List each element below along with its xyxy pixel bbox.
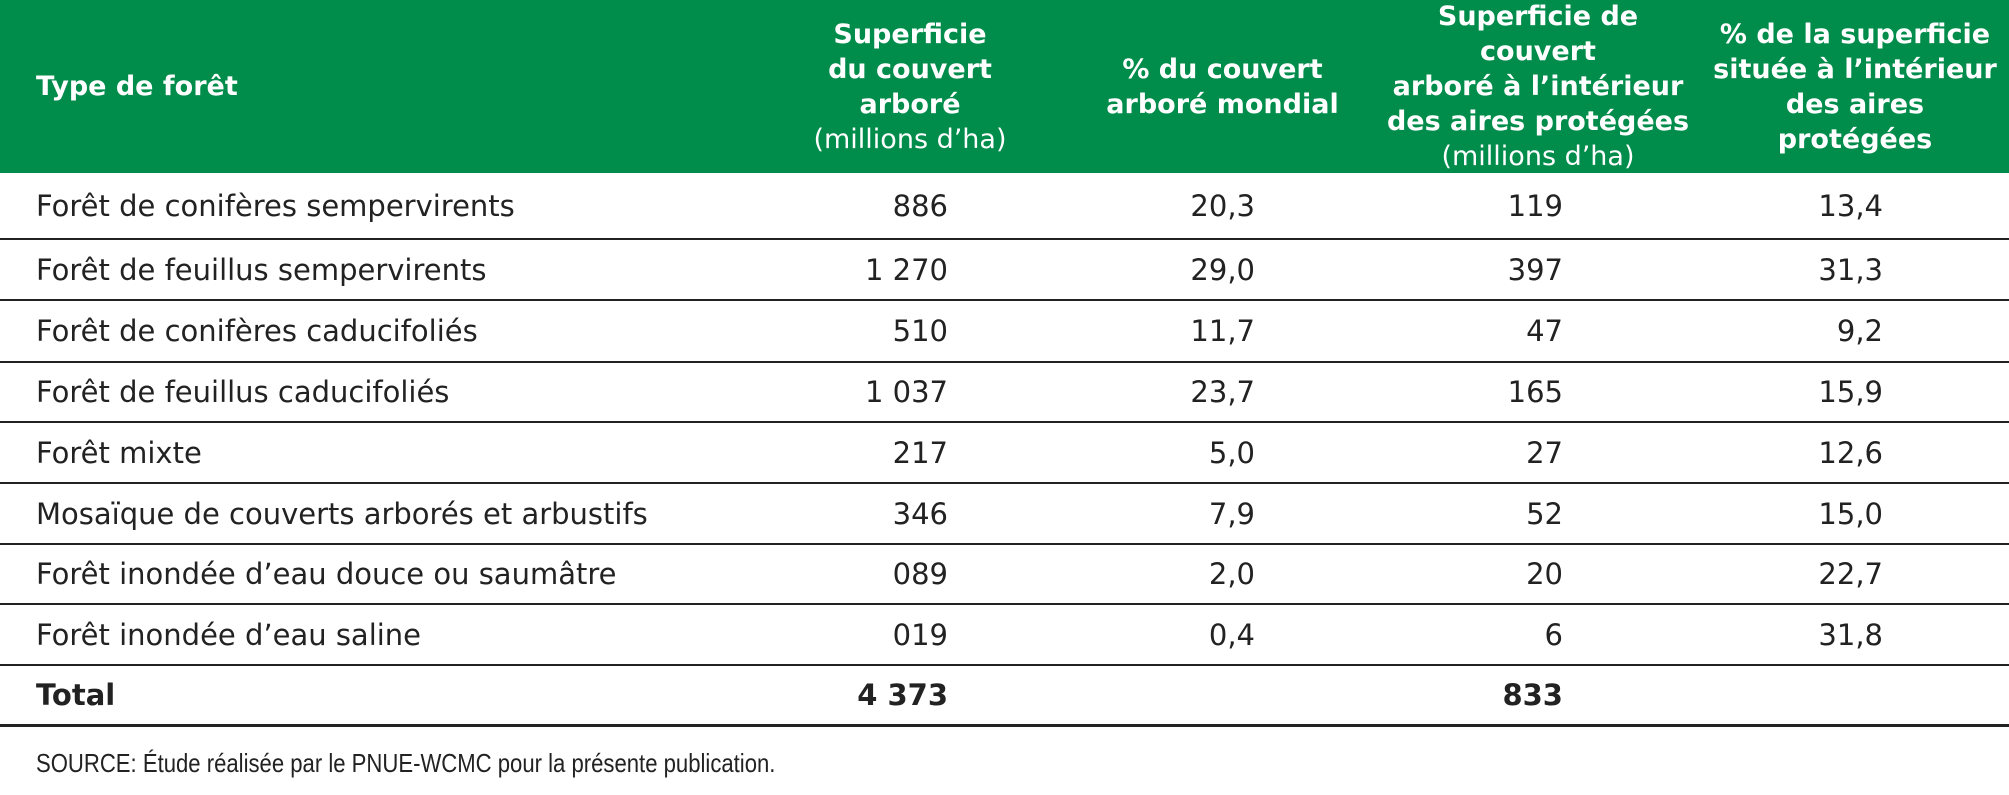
header-title-line: des aires protégées bbox=[1777, 88, 1933, 155]
header-title-line: du couvert arboré bbox=[828, 53, 992, 120]
row-label: Forêt de conifères sempervirents bbox=[36, 188, 515, 223]
row-value: 27 bbox=[1526, 435, 1563, 470]
row-value: 9,2 bbox=[1836, 314, 1883, 348]
table-row: Forêt de feuillus caducifoliés 1 037 23,7 1… bbox=[0, 363, 2009, 423]
row-label: Forêt inondée d’eau saline bbox=[36, 617, 422, 652]
total-value: 833 bbox=[1502, 678, 1563, 712]
table-header: Type de forêt Superficie du couvert arboré… bbox=[0, 0, 2009, 173]
row-value: 217 bbox=[892, 435, 948, 470]
row-value: 019 bbox=[892, 617, 948, 652]
header-cell: Superficie du couvert arboré (millions d’h… bbox=[780, 0, 1040, 173]
header-title-line: Superficie de couvert bbox=[1437, 1, 1639, 67]
row-label: Forêt mixte bbox=[36, 435, 202, 470]
row-value: 13,4 bbox=[1818, 188, 1883, 223]
row-value: 1 037 bbox=[864, 375, 948, 409]
row-value: 089 bbox=[892, 557, 948, 591]
row-value: 12,6 bbox=[1818, 435, 1883, 470]
table-row: Forêt de conifères sempervirents 886 20,3 1… bbox=[0, 173, 2009, 240]
row-label: Forêt de conifères caducifoliés bbox=[36, 314, 478, 348]
source-note: SOURCE: Étude réalisée par le PNUE-WCMC … bbox=[36, 748, 776, 778]
header-cell: % de la superficie située à l’intérieur de… bbox=[1705, 0, 2005, 173]
header-title-line: Type de forêt bbox=[36, 71, 238, 102]
table-row: Forêt mixte 217 5,0 27 12,6 bbox=[0, 423, 2009, 484]
row-value: 6 bbox=[1544, 617, 1563, 652]
row-value: 346 bbox=[892, 496, 948, 531]
row-label: Forêt de feuillus sempervirents bbox=[36, 252, 487, 287]
row-label: Forêt inondée d’eau douce ou saumâtre bbox=[36, 557, 617, 591]
table-row: Forêt inondée d’eau douce ou saumâtre 089… bbox=[0, 545, 2009, 605]
row-value: 15,0 bbox=[1818, 496, 1883, 531]
header-cell: Type de forêt bbox=[36, 0, 536, 173]
row-value: 7,9 bbox=[1208, 496, 1255, 531]
table-row: Forêt de feuillus sempervirents 1 270 29,0… bbox=[0, 240, 2009, 301]
row-value: 0,4 bbox=[1208, 617, 1255, 652]
row-value: 29,0 bbox=[1190, 252, 1255, 287]
row-value: 22,7 bbox=[1818, 557, 1883, 591]
row-value: 165 bbox=[1507, 375, 1563, 409]
row-value: 20 bbox=[1526, 557, 1563, 591]
row-value: 11,7 bbox=[1190, 314, 1255, 348]
row-value: 510 bbox=[892, 314, 948, 348]
row-value: 886 bbox=[892, 188, 948, 223]
table-row: Forêt de conifères caducifoliés 510 11,7 47… bbox=[0, 301, 2009, 363]
header-title-line: des aires protégées bbox=[1386, 106, 1690, 137]
total-row: Total 4 373 833 bbox=[0, 666, 2009, 727]
header-title-line: arboré mondial bbox=[1106, 88, 1339, 120]
row-label: Forêt de feuillus caducifoliés bbox=[36, 375, 450, 409]
row-value: 23,7 bbox=[1190, 375, 1255, 409]
row-value: 15,9 bbox=[1818, 375, 1883, 409]
header-title-line: % de la superficie bbox=[1719, 18, 1991, 50]
total-value: 4 373 bbox=[857, 678, 948, 712]
row-value: 1 270 bbox=[864, 252, 948, 287]
row-label: Mosaïque de couverts arborés et arbustif… bbox=[36, 496, 648, 531]
row-value: 47 bbox=[1526, 314, 1563, 348]
row-value: 52 bbox=[1526, 496, 1563, 531]
row-value: 20,3 bbox=[1190, 188, 1255, 223]
header-unit: (millions d’ha) bbox=[813, 123, 1007, 155]
table-row: Mosaïque de couverts arborés et arbustif… bbox=[0, 484, 2009, 545]
row-value: 5,0 bbox=[1208, 435, 1255, 470]
row-value: 397 bbox=[1507, 252, 1563, 287]
header-cell: % du couvert arboré mondial bbox=[1085, 0, 1360, 173]
header-unit: (millions d’ha) bbox=[1441, 141, 1635, 172]
row-value: 119 bbox=[1507, 188, 1563, 223]
header-title-line: arboré à l’intérieur bbox=[1392, 71, 1684, 102]
row-value: 31,8 bbox=[1818, 617, 1883, 652]
row-value: 31,3 bbox=[1818, 252, 1883, 287]
header-cell: Superficie de couvert arboré à l’intérieu… bbox=[1378, 0, 1698, 173]
header-title-line: % du couvert bbox=[1122, 53, 1323, 85]
total-label: Total bbox=[36, 678, 116, 712]
table-row: Forêt inondée d’eau saline 019 0,4 6 31,8 bbox=[0, 605, 2009, 666]
header-title-line: Superficie bbox=[833, 18, 987, 50]
row-value: 2,0 bbox=[1208, 557, 1255, 591]
header-title-line: située à l’intérieur bbox=[1713, 53, 1997, 85]
